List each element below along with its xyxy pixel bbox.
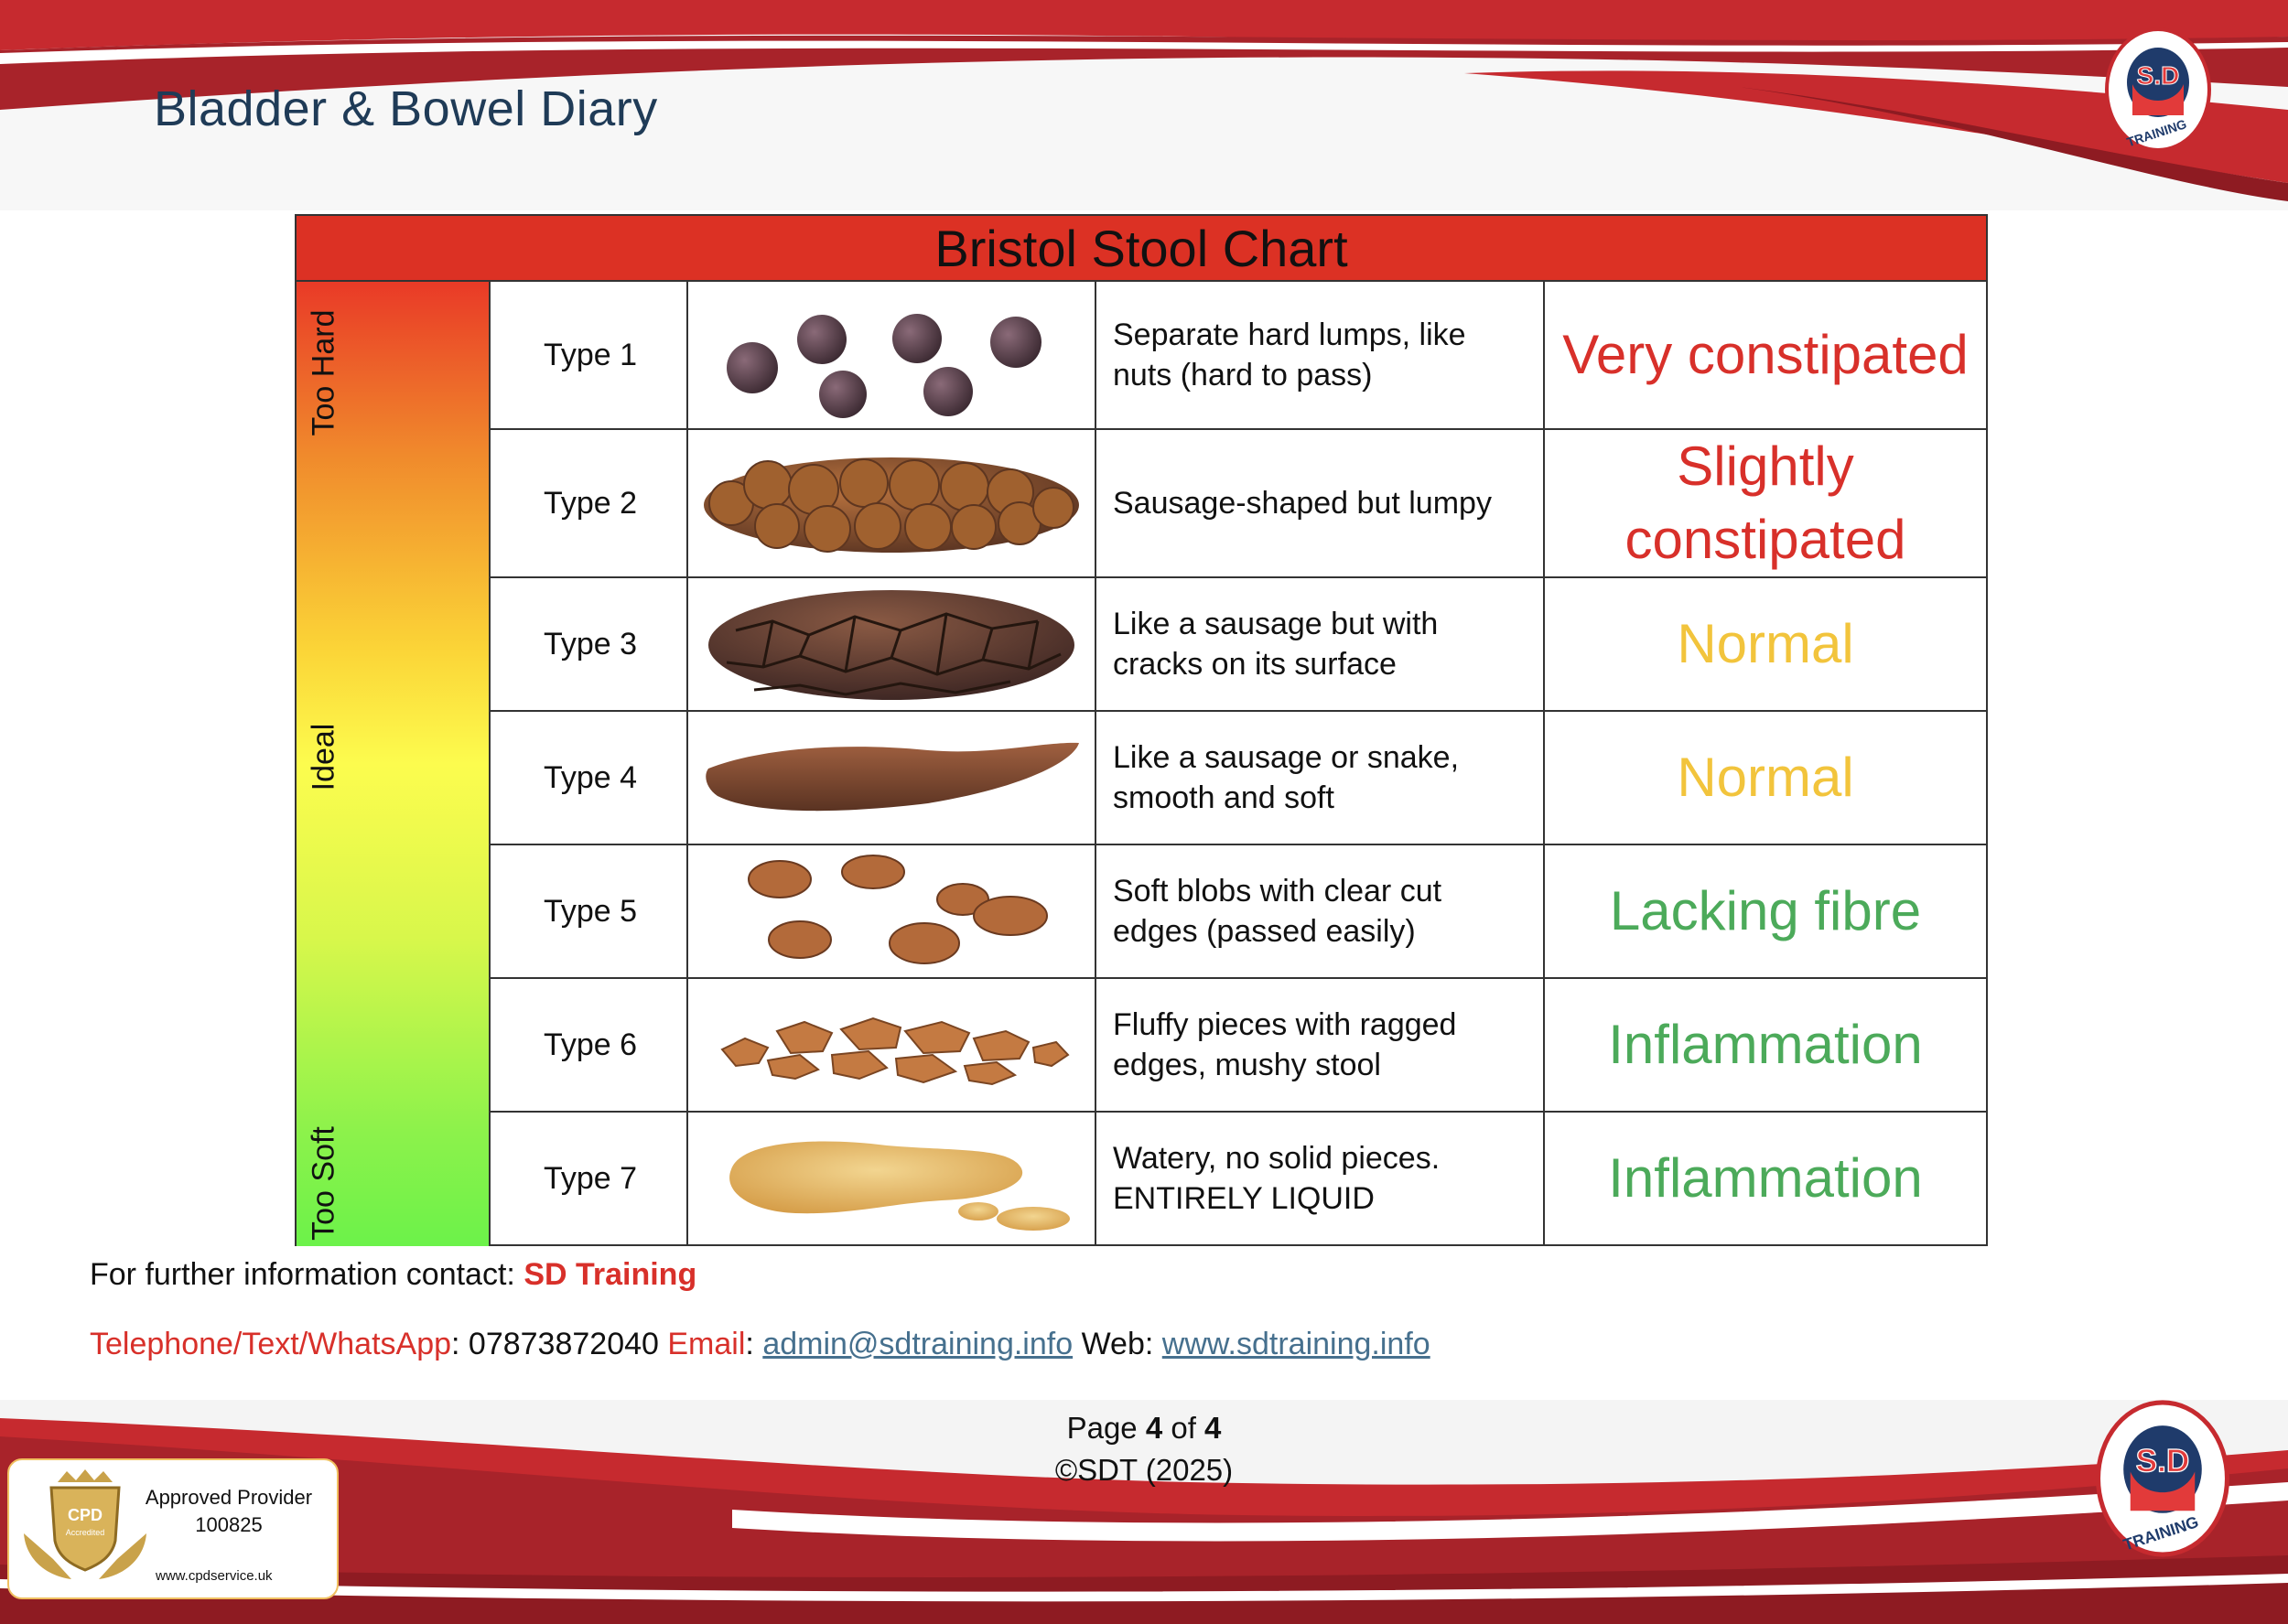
svg-text:CPD: CPD xyxy=(68,1506,103,1524)
cracked-sausage-image xyxy=(686,578,1095,710)
type-description: Like a sausage but with cracks on its su… xyxy=(1095,578,1543,710)
consistency-scale-bar: Too Hard Ideal Too Soft xyxy=(295,282,489,1246)
type-label: Type 4 xyxy=(489,712,686,844)
status-label: Normal xyxy=(1543,578,1988,710)
scale-label-ideal: Ideal xyxy=(306,723,341,791)
table-row-type-7: Type 7 Watery, no solid pieces. ENTIRELY… xyxy=(489,1113,1988,1246)
bristol-stool-chart: Bristol Stool Chart Too Hard Ideal Too S… xyxy=(295,214,1988,1248)
status-label: Lacking fibre xyxy=(1543,845,1988,977)
email-separator: : xyxy=(745,1327,763,1361)
status-label: Very constipated xyxy=(1543,282,1988,428)
email-label: Email xyxy=(667,1327,746,1361)
sd-training-logo: S.D TRAINING xyxy=(2105,27,2211,152)
table-row-type-3: Type 3 Like a sausage but with cracks on… xyxy=(489,578,1988,712)
copyright-text: ©SDT (2025) xyxy=(1054,1453,1234,1487)
mushy-pieces-image xyxy=(686,979,1095,1111)
web-label: Web: xyxy=(1073,1327,1162,1361)
hard-lumps-image xyxy=(686,282,1095,428)
lumpy-sausage-image xyxy=(686,430,1095,576)
type-description: Separate hard lumps, like nuts (hard to … xyxy=(1095,282,1543,428)
stool-types-table: Type 1 Separate hard lumps, like nuts (h… xyxy=(489,282,1988,1246)
scale-label-too-hard: Too Hard xyxy=(306,309,341,436)
type-description: Sausage-shaped but lumpy xyxy=(1095,430,1543,576)
page-footer: Page 4 of 4 ©SDT (2025) xyxy=(1007,1407,1281,1491)
table-row-type-5: Type 5 Soft blobs with clear cut edges (… xyxy=(489,845,1988,979)
cpd-approved-provider-badge: CPD Accredited Approved Provider 100825 … xyxy=(7,1458,339,1599)
smooth-snake-image xyxy=(686,712,1095,844)
type-label: Type 6 xyxy=(489,979,686,1111)
table-row-type-6: Type 6 Flu xyxy=(489,979,1988,1113)
status-label: Inflammation xyxy=(1543,979,1988,1111)
type-label: Type 1 xyxy=(489,282,686,428)
chart-title: Bristol Stool Chart xyxy=(295,214,1988,282)
table-row-type-1: Type 1 Separate hard lumps, like nuts (h… xyxy=(489,282,1988,430)
status-label: Normal xyxy=(1543,712,1988,844)
svg-text:S.D: S.D xyxy=(2137,61,2180,90)
scale-label-too-soft: Too Soft xyxy=(306,1126,341,1241)
bottom-banner xyxy=(0,1400,2288,1624)
cpd-provider-text: Approved Provider 100825 xyxy=(145,1486,313,1536)
contact-org-name: SD Training xyxy=(523,1257,697,1292)
contact-intro-text: For further information contact: xyxy=(90,1257,524,1292)
type-description: Watery, no solid pieces. ENTIRELY LIQUID xyxy=(1095,1113,1543,1244)
liquid-image xyxy=(686,1113,1095,1244)
document-title: Bladder & Bowel Diary xyxy=(154,81,658,136)
type-description: Soft blobs with clear cut edges (passed … xyxy=(1095,845,1543,977)
type-label: Type 5 xyxy=(489,845,686,977)
cpd-crest-icon: CPD Accredited xyxy=(24,1469,146,1579)
email-link[interactable]: admin@sdtraining.info xyxy=(762,1327,1074,1361)
svg-text:Accredited: Accredited xyxy=(66,1528,105,1537)
table-row-type-4: Type 4 Like a sausage or snake, smooth a… xyxy=(489,712,1988,845)
website-link[interactable]: www.sdtraining.info xyxy=(1161,1327,1430,1361)
page-number: Page 4 of 4 xyxy=(1066,1411,1222,1445)
top-banner xyxy=(0,0,2288,210)
status-label: Slightly constipated xyxy=(1543,430,1988,576)
soft-blobs-image xyxy=(686,845,1095,977)
table-row-type-2: Type 2 Sausage-shaped but lumpy Slightly… xyxy=(489,430,1988,578)
type-label: Type 2 xyxy=(489,430,686,576)
type-label: Type 7 xyxy=(489,1113,686,1244)
status-label: Inflammation xyxy=(1543,1113,1988,1244)
type-description: Like a sausage or snake, smooth and soft xyxy=(1095,712,1543,844)
cpd-url: www.cpdservice.uk xyxy=(156,1568,273,1584)
phone-label: Telephone/Text/WhatsApp xyxy=(90,1327,452,1361)
contact-details-line: Telephone/Text/WhatsApp: 07873872040 Ema… xyxy=(90,1327,1430,1362)
svg-text:S.D: S.D xyxy=(2136,1443,2190,1479)
phone-number: : 07873872040 xyxy=(451,1327,668,1361)
contact-intro-line: For further information contact: SD Trai… xyxy=(90,1257,696,1293)
type-label: Type 3 xyxy=(489,578,686,710)
sd-training-logo-footer: S.D TRAINING xyxy=(2096,1400,2229,1557)
type-description: Fluffy pieces with ragged edges, mushy s… xyxy=(1095,979,1543,1111)
